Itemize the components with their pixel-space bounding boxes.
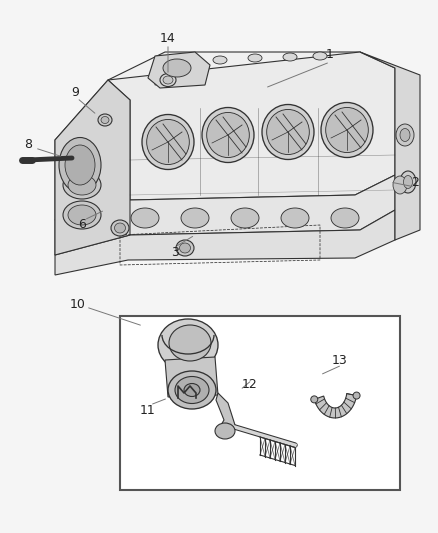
Ellipse shape (168, 371, 216, 409)
Ellipse shape (63, 171, 101, 199)
Ellipse shape (262, 104, 314, 159)
Text: 11: 11 (140, 403, 156, 416)
Ellipse shape (326, 108, 368, 152)
Ellipse shape (63, 201, 101, 229)
Ellipse shape (267, 109, 309, 155)
Ellipse shape (248, 54, 262, 62)
Ellipse shape (68, 205, 96, 225)
Ellipse shape (202, 108, 254, 163)
Ellipse shape (400, 171, 416, 193)
Ellipse shape (111, 220, 129, 236)
Ellipse shape (184, 384, 200, 397)
Ellipse shape (207, 112, 249, 158)
Ellipse shape (158, 319, 218, 371)
Ellipse shape (283, 53, 297, 61)
Polygon shape (155, 56, 195, 85)
Ellipse shape (142, 115, 194, 169)
Bar (120, 316, 400, 490)
Ellipse shape (396, 124, 414, 146)
Polygon shape (360, 52, 420, 240)
Ellipse shape (176, 240, 194, 256)
Ellipse shape (175, 376, 209, 403)
Ellipse shape (163, 59, 191, 77)
Polygon shape (314, 393, 357, 418)
Ellipse shape (321, 102, 373, 157)
Polygon shape (55, 210, 395, 275)
Ellipse shape (313, 52, 327, 60)
Ellipse shape (169, 325, 211, 361)
Text: 3: 3 (171, 246, 179, 260)
Ellipse shape (65, 145, 95, 185)
Text: 9: 9 (71, 85, 79, 99)
Ellipse shape (98, 114, 112, 126)
Polygon shape (55, 80, 130, 220)
Ellipse shape (215, 423, 235, 439)
Text: 2: 2 (411, 176, 419, 190)
Ellipse shape (147, 119, 189, 165)
Ellipse shape (281, 208, 309, 228)
Ellipse shape (163, 76, 173, 84)
Text: 14: 14 (160, 31, 176, 44)
Ellipse shape (400, 128, 410, 141)
Text: 8: 8 (24, 139, 32, 151)
Ellipse shape (59, 138, 101, 192)
Text: 13: 13 (332, 353, 348, 367)
Ellipse shape (101, 117, 109, 124)
Polygon shape (55, 80, 130, 255)
Ellipse shape (114, 223, 126, 233)
Ellipse shape (68, 175, 96, 195)
Polygon shape (148, 52, 210, 88)
Text: 12: 12 (242, 378, 258, 392)
Text: 6: 6 (78, 219, 86, 231)
Polygon shape (108, 52, 395, 100)
Polygon shape (108, 52, 395, 200)
Polygon shape (216, 393, 235, 437)
Ellipse shape (231, 208, 259, 228)
Ellipse shape (213, 56, 227, 64)
Ellipse shape (131, 208, 159, 228)
Ellipse shape (353, 392, 360, 399)
Ellipse shape (393, 176, 407, 194)
Ellipse shape (331, 208, 359, 228)
Ellipse shape (403, 175, 413, 189)
Ellipse shape (180, 243, 191, 253)
Ellipse shape (160, 74, 176, 86)
Ellipse shape (311, 396, 318, 403)
Polygon shape (55, 175, 395, 255)
Ellipse shape (181, 208, 209, 228)
Text: 10: 10 (70, 298, 86, 311)
Text: 1: 1 (326, 49, 334, 61)
Polygon shape (165, 357, 218, 397)
